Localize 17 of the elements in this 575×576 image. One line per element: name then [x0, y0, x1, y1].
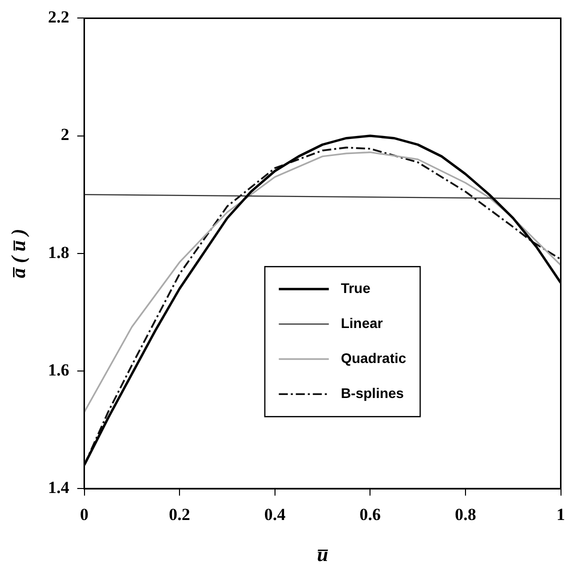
legend-label: Linear [340, 314, 384, 331]
x-tick-label: 0.2 [168, 505, 190, 524]
y-tick-label: 1.8 [48, 242, 70, 262]
y-tick-label: 2 [60, 125, 70, 144]
x-tick-label: 0.4 [264, 505, 286, 524]
y-tick-label: 1.6 [48, 360, 70, 380]
x-tick-label: 0 [80, 505, 88, 524]
legend-label: True [340, 280, 371, 296]
x-tick-label: 1 [556, 505, 565, 524]
legend-label: Quadratic [340, 350, 406, 366]
x-tick-label: 0.8 [454, 505, 476, 524]
x-tick-label: 0.6 [360, 505, 381, 524]
x-axis-title: u̅ [316, 544, 328, 566]
y-tick-label: 1.4 [48, 478, 70, 497]
legend-label: B-splines [340, 384, 404, 401]
y-tick-label: 2.2 [48, 8, 70, 27]
y-axis-title: a̅ ( u̅ ) [8, 228, 30, 278]
